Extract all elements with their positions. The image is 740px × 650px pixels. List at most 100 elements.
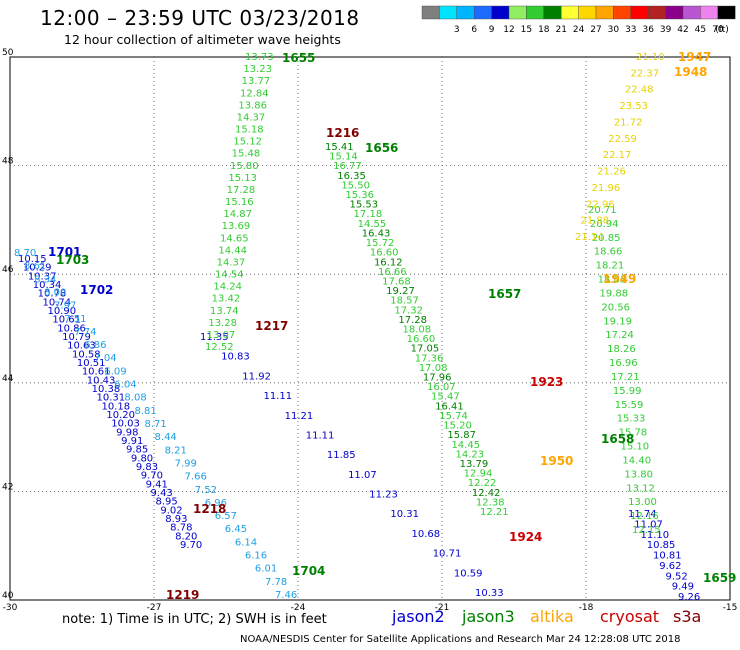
jason2-swh-value: 9.83 [136,462,158,473]
jason3-swh-value: 17.96 [423,373,452,384]
jason2-swh-value: 10.90 [47,306,76,317]
jason3-swh-value: 15.74 [439,411,468,422]
jason3-swh-value: 14.87 [223,209,252,220]
page-title: 12:00 – 23:59 UTC 03/23/2018 [40,6,360,30]
jason3-east-swh-value: 13.00 [628,497,657,508]
jason2-mid-swh-value: 10.31 [390,509,419,520]
pass-time-label: 1219 [166,588,199,602]
jason3-east-swh-value: 14.40 [622,455,651,466]
jason3-swh-value: 13.77 [242,76,271,87]
jason2-swh-value: 10.61 [52,315,81,326]
jason2-east-swh-value: 9.49 [672,582,694,593]
jason2-mid-swh-value: 10.83 [221,352,250,363]
footer-note: note: 1) Time is in UTC; 2) SWH is in fe… [62,612,327,627]
cyan-swh-value: 7.99 [175,458,197,469]
jason2-mid-swh-value: 11.11 [306,430,335,441]
cyan-swh-value: 8.70 [14,248,36,259]
jason3-swh-value: 14.54 [215,270,244,281]
pass-time-label: 1950 [540,454,573,468]
jason3-swh-value: 17.18 [354,209,383,220]
jason3-swh-value: 18.57 [390,296,419,307]
jason2-swh-value: 10.18 [101,401,130,412]
jason3-swh-value: 16.41 [435,401,464,412]
altika-swh-value: 22.59 [608,134,637,145]
jason2-swh-value: 8.20 [175,531,197,542]
jason3-east-swh-value: 13.12 [626,483,655,494]
jason3-east-swh-value: 15.10 [621,442,650,453]
jason2-swh-value: 9.02 [160,505,182,516]
jason3-swh-value: 15.18 [235,125,264,136]
jason2-swh-value: 9.85 [126,445,148,456]
scale-tick-label: 9 [489,25,495,35]
jason2-swh-value: 8.78 [170,523,192,534]
lon-tick-label: -24 [291,603,306,613]
scale-tick-label: 45 [695,25,706,35]
jason2-mid-swh-value: 11.07 [348,470,377,481]
scale-tick-label: 39 [660,25,672,35]
jason2-swh-value: 10.51 [77,358,106,369]
jason2-swh-value: 10.58 [72,349,101,360]
jason3-east-swh-value: 15.99 [613,386,642,397]
jason3-swh-value: 17.08 [419,363,448,374]
scale-tick-label: 30 [608,25,620,35]
jason2-swh-value: 10.38 [92,384,121,395]
legend-s3a: s3a [673,607,702,626]
jason2-swh-value: 10.63 [67,341,96,352]
jason3-swh-value: 13.07 [207,330,236,341]
jason3-swh-value: 12.38 [476,497,505,508]
jason2-swh-value: 10.61 [82,367,111,378]
pass-time-label: 1703 [56,253,89,267]
cyan-swh-value: 6.96 [205,498,227,509]
jason2-swh-value: 10.03 [111,419,140,430]
pass-time-label: 1658 [601,432,634,446]
jason3-east-swh-value: 19.19 [603,316,632,327]
jason3-swh-value: 16.60 [407,334,436,345]
jason2-swh-value: 9.91 [121,436,143,447]
jason3-swh-value: 15.14 [329,152,358,163]
jason3-swh-value: 16.35 [337,171,366,182]
jason2-swh-value: 10.20 [106,410,135,421]
jason3-swh-value: 15.47 [431,392,460,403]
jason2-swh-value: 9.70 [141,471,163,482]
jason3-swh-value: 16.07 [427,382,456,393]
jason3-east-swh-value: 15.59 [615,400,644,411]
jason3-swh-value: 17.28 [227,185,256,196]
jason3-east-swh-value: 19.88 [599,288,628,299]
jason3-east-swh-value: 17.21 [611,372,640,383]
pass-time-label: 1949 [603,272,636,286]
jason3-swh-value: 17.28 [398,315,427,326]
cyan-swh-value: 6.86 [84,340,106,351]
legend-cryosat: cryosat [600,607,660,626]
pass-time-label: 1657 [488,287,521,301]
jason3-swh-value: 17.36 [415,353,444,364]
jason3-swh-value: 17.68 [382,276,411,287]
lon-tick-label: -15 [723,603,738,613]
pass-time-label: 1656 [365,141,398,155]
jason3-swh-value: 12.42 [472,488,501,499]
altika-swh-value: 21.14 [575,232,604,243]
jason2-mid-swh-value: 10.33 [475,588,504,599]
jason2-mid-swh-value: 10.59 [454,568,483,579]
jason3-swh-value: 13.73 [245,52,274,63]
legend-altika: altika [530,607,574,626]
scale-tick-label: 15 [521,25,532,35]
scale-tick-label: 33 [625,25,636,35]
jason3-east-swh-value: 18.83 [598,275,627,286]
jason2-east-swh-value: 11.74 [628,509,657,520]
jason2-mid-swh-value: 10.71 [433,549,462,560]
jason3-swh-value: 15.53 [349,200,378,211]
cyan-swh-value: 7.04 [94,353,116,364]
jason3-east-swh-value: 13.80 [624,469,653,480]
altika-swh-value: 21.72 [614,117,643,128]
cyan-swh-value: 8.81 [134,406,156,417]
scale-tick-label: 24 [573,25,585,35]
jason2-swh-value: 10.74 [43,297,72,308]
jason2-swh-value: 9.70 [180,540,202,551]
jason2-east-swh-value: 9.26 [678,592,700,603]
scale-unit: (ft) [715,25,729,35]
cyan-swh-value: 8.34 [34,274,56,285]
jason2-swh-value: 8.95 [155,497,177,508]
jason2-swh-value: 9.41 [146,479,168,490]
jason3-east-swh-value: 18.21 [596,261,625,272]
